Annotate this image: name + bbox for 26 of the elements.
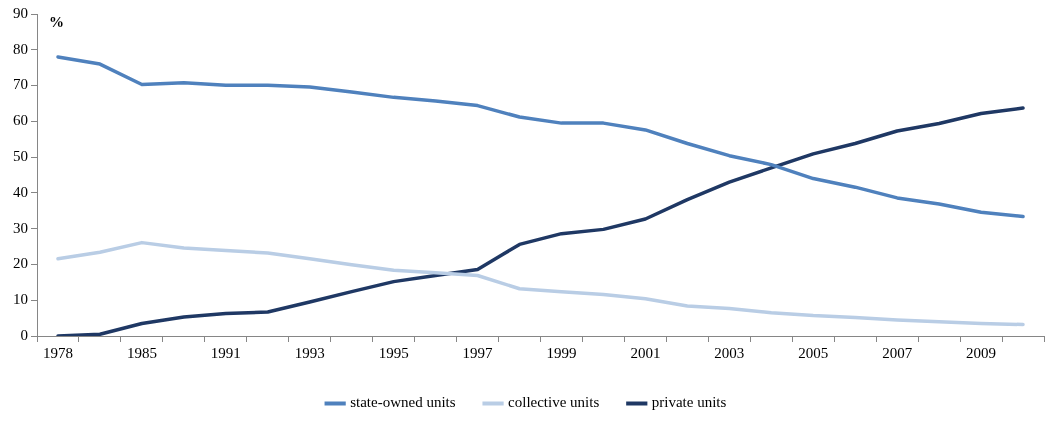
- y-tick-label: 90: [13, 4, 28, 21]
- x-tick-label: 2005: [798, 344, 829, 361]
- x-tick-label: 1985: [126, 344, 157, 361]
- x-tick-label: 1999: [546, 344, 577, 361]
- x-tick-label: 1991: [210, 344, 241, 361]
- y-tick-label: 50: [13, 148, 28, 165]
- y-tick-label: 40: [13, 183, 28, 200]
- x-tick-label: 2007: [882, 344, 913, 361]
- y-tick-label: 80: [13, 40, 28, 57]
- x-tick-label: 1978: [42, 344, 73, 361]
- y-tick-label: 20: [13, 255, 28, 272]
- x-tick-label: 2001: [630, 344, 661, 361]
- x-tick-label: 1993: [294, 344, 325, 361]
- x-tick-label: 1995: [378, 344, 409, 361]
- legend-label: private units: [651, 394, 727, 411]
- x-tick-label: 2003: [714, 344, 745, 361]
- y-tick-label: 60: [13, 112, 28, 129]
- x-tick-label: 1997: [462, 344, 494, 361]
- x-tick-label: 2009: [966, 344, 997, 361]
- y-tick-label: 0: [20, 326, 28, 343]
- y-tick-label: 10: [13, 291, 28, 308]
- legend-label: collective units: [508, 394, 600, 411]
- y-tick-label: 70: [13, 76, 28, 93]
- y-axis-title: %: [49, 14, 64, 31]
- y-tick-label: 30: [13, 219, 28, 236]
- legend-label: state-owned units: [350, 394, 456, 411]
